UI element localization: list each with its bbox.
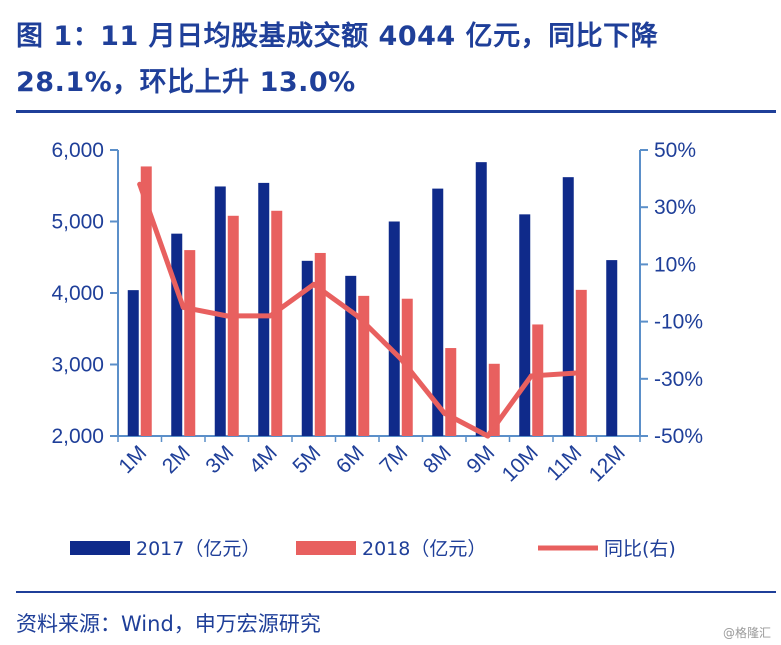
chart-axes: 2,000 3,000 4,000 5,000 6,000 -50% -30% -10% 10%… — [51, 139, 703, 448]
bar-2017-10M — [519, 214, 531, 436]
legend-yoy-label: 同比(右) — [604, 538, 676, 560]
left-tick-label: 2,000 — [51, 425, 104, 448]
yoy-point-7M — [398, 356, 404, 362]
yoy-point-9M — [485, 433, 491, 439]
bar-2018-4M — [271, 210, 283, 436]
yoy-point-3M — [224, 313, 230, 319]
legend: 2017（亿元） 2018（亿元） 同比(右) — [70, 538, 676, 560]
bar-2017-7M — [388, 221, 400, 436]
legend-2017-swatch — [70, 541, 130, 555]
left-tick-label: 3,000 — [51, 354, 104, 377]
x-label-6M: 6M — [332, 441, 369, 478]
right-tick-label: 10% — [654, 253, 696, 276]
x-label-12M: 12M — [585, 441, 630, 486]
bar-2017-12M — [606, 260, 618, 436]
bar-2017-2M — [171, 233, 183, 436]
x-label-5M: 5M — [288, 441, 325, 478]
yoy-point-6M — [354, 313, 360, 319]
right-tick-label: 30% — [654, 196, 696, 219]
bar-2018-3M — [227, 215, 239, 436]
top-rule — [16, 110, 776, 113]
right-tick-label: -10% — [654, 311, 703, 334]
chart-title: 图 1：11 月日均股基成交额 4044 亿元，同比下降 28.1%，环比上升 … — [16, 21, 659, 98]
watermark: @格隆汇 — [722, 626, 771, 640]
x-label-10M: 10M — [498, 441, 543, 486]
bar-2018-11M — [575, 289, 587, 436]
yoy-point-2M — [180, 304, 186, 310]
x-label-9M: 9M — [462, 441, 499, 478]
x-label-1M: 1M — [114, 441, 151, 478]
yoy-point-4M — [267, 313, 273, 319]
bar-2018-2M — [184, 250, 196, 436]
x-label-11M: 11M — [542, 441, 586, 485]
bar-2017-1M — [127, 290, 139, 436]
source-note: 资料来源：Wind，申万宏源研究 — [16, 612, 321, 636]
bottom-rule — [16, 591, 776, 593]
bar-2017-4M — [258, 182, 270, 436]
bar-2017-3M — [214, 186, 226, 436]
bar-2017-8M — [432, 188, 444, 436]
bar-2018-8M — [445, 348, 457, 436]
x-label-4M: 4M — [245, 441, 282, 478]
legend-2018-label: 2018（亿元） — [362, 538, 486, 560]
yoy-line-series — [137, 181, 578, 439]
right-tick-label: -30% — [654, 368, 703, 391]
left-tick-label: 4,000 — [51, 282, 104, 305]
legend-2017-label: 2017（亿元） — [136, 538, 260, 560]
yoy-point-1M — [137, 181, 143, 187]
right-tick-label: 50% — [654, 139, 696, 162]
x-label-8M: 8M — [419, 441, 456, 478]
left-tick-label: 6,000 — [51, 139, 104, 162]
bar-2018-1M — [140, 166, 152, 436]
x-label-2M: 2M — [158, 441, 195, 478]
bar-2018-6M — [358, 295, 370, 436]
bar-2017-5M — [301, 260, 313, 436]
yoy-line — [137, 181, 578, 439]
bar-2017-6M — [345, 275, 357, 436]
yoy-point-10M — [528, 373, 534, 379]
bar-2018-5M — [314, 252, 326, 436]
bar-2017-11M — [562, 177, 574, 437]
yoy-point-8M — [441, 410, 447, 416]
yoy-point-5M — [311, 281, 317, 287]
bar-2017-9M — [475, 162, 487, 436]
bar-2018-9M — [488, 363, 500, 436]
bar-2018-10M — [532, 324, 544, 436]
x-label-3M: 3M — [201, 441, 238, 478]
left-tick-label: 5,000 — [51, 211, 104, 234]
yoy-point-11M — [572, 370, 578, 376]
legend-2018-swatch — [296, 541, 356, 555]
bar-series — [127, 162, 618, 437]
x-label-7M: 7M — [375, 441, 412, 478]
right-tick-label: -50% — [654, 425, 703, 448]
